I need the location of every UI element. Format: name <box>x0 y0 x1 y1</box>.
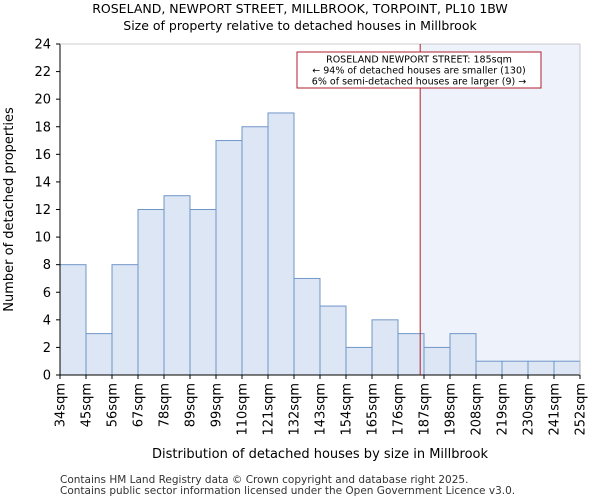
x-tick-label: 110sqm <box>236 383 251 436</box>
y-tick-label: 22 <box>34 65 51 80</box>
y-tick-label: 16 <box>34 148 51 163</box>
bar-99sqm <box>215 140 243 376</box>
x-tick-label: 89sqm <box>184 383 199 427</box>
bar-121sqm <box>267 112 295 376</box>
bar-198sqm <box>449 333 477 376</box>
bar-67sqm <box>137 209 165 376</box>
y-tick-label: 6 <box>43 286 51 301</box>
x-tick-label: 230sqm <box>522 383 537 436</box>
y-tick-label: 20 <box>34 93 51 108</box>
chart-subtitle: Size of property relative to detached ho… <box>123 18 477 33</box>
bar-187sqm <box>423 346 451 376</box>
x-tick-label: 219sqm <box>496 383 511 436</box>
x-tick-label: 252sqm <box>574 383 589 436</box>
x-tick-label: 67sqm <box>132 383 147 427</box>
y-tick-label: 8 <box>43 258 51 273</box>
footer-line-2: Contains public sector information licen… <box>60 485 516 497</box>
y-tick-label: 2 <box>43 341 51 356</box>
bar-34sqm <box>59 264 87 376</box>
bar-219sqm <box>501 360 529 376</box>
y-tick-label: 18 <box>34 120 51 135</box>
bar-78sqm <box>163 195 191 376</box>
bar-132sqm <box>293 277 321 376</box>
chart-title: ROSELAND, NEWPORT STREET, MILLBROOK, TOR… <box>92 1 508 16</box>
bar-241sqm <box>553 360 581 376</box>
y-tick-label: 0 <box>43 369 51 384</box>
x-tick-label: 132sqm <box>288 383 303 436</box>
x-tick-label: 208sqm <box>470 383 485 436</box>
y-axis-title: Number of detached properties <box>2 107 17 312</box>
annotation-line-3: 6% of semi-detached houses are larger (9… <box>312 77 526 88</box>
y-tick-label: 12 <box>34 203 51 218</box>
bar-154sqm <box>345 346 373 376</box>
y-tick-label: 14 <box>34 175 51 190</box>
y-tick-label: 4 <box>43 313 51 328</box>
highlight-region <box>420 44 580 375</box>
x-tick-label: 121sqm <box>262 383 277 436</box>
annotation-line-2: ← 94% of detached houses are smaller (13… <box>312 66 525 77</box>
bar-56sqm <box>111 264 139 376</box>
bar-143sqm <box>319 305 347 376</box>
x-tick-label: 78sqm <box>158 383 173 427</box>
x-tick-label: 198sqm <box>444 383 459 436</box>
x-tick-label: 154sqm <box>340 383 355 436</box>
bar-89sqm <box>189 209 217 376</box>
bar-176sqm <box>397 333 425 376</box>
x-tick-label: 99sqm <box>210 383 225 427</box>
annotation-box <box>296 51 542 89</box>
y-tick-label: 24 <box>34 38 51 53</box>
x-tick-label: 56sqm <box>106 383 121 427</box>
annotation-line-1: ROSELAND NEWPORT STREET: 185sqm <box>326 55 512 66</box>
x-tick-label: 45sqm <box>80 383 95 427</box>
bar-230sqm <box>527 360 555 376</box>
bar-110sqm <box>241 126 269 376</box>
bar-208sqm <box>475 360 503 376</box>
x-tick-label: 143sqm <box>314 383 329 436</box>
x-tick-label: 176sqm <box>392 383 407 436</box>
x-tick-label: 241sqm <box>548 383 563 436</box>
bar-165sqm <box>371 319 399 376</box>
footer-line-1: Contains HM Land Registry data © Crown c… <box>60 474 469 486</box>
x-tick-label: 187sqm <box>418 383 433 436</box>
bar-45sqm <box>85 333 113 376</box>
x-tick-label: 34sqm <box>54 383 69 427</box>
x-tick-label: 165sqm <box>366 383 381 436</box>
y-tick-label: 10 <box>34 231 51 246</box>
x-axis-title: Distribution of detached houses by size … <box>152 447 488 462</box>
